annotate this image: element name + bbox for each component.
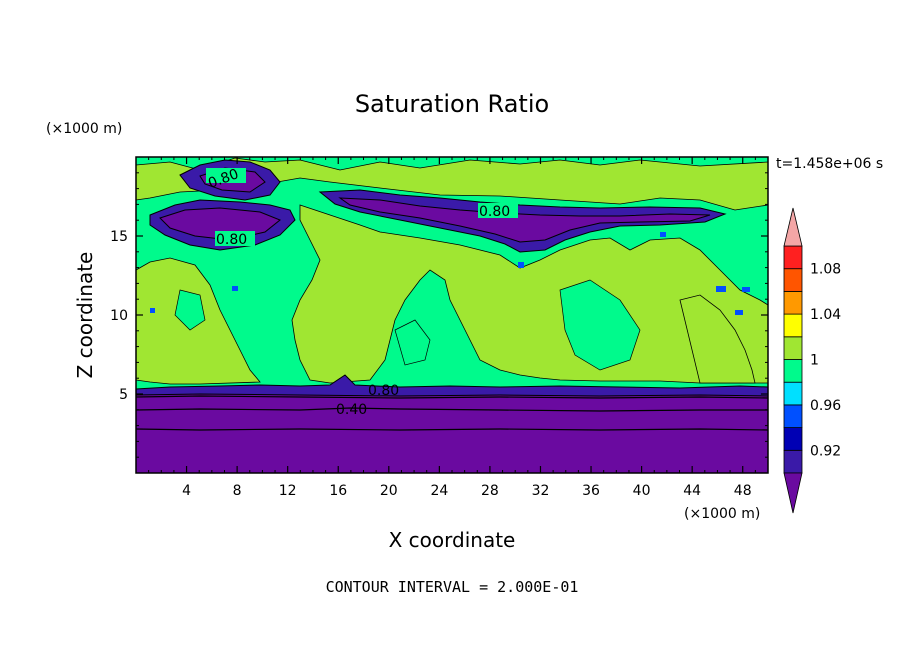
colorbar: 0.92 0.96 1 1.04 1.08 [783, 207, 841, 514]
x-tick-label: 48 [734, 483, 752, 499]
blue-flecks [150, 232, 750, 315]
field-area: 0.80 0.80 0.80 0.80 0.40 [136, 157, 768, 473]
x-tick-label: 12 [279, 483, 297, 499]
colorbar-segment [783, 290, 803, 315]
x-axis: 4 8 12 16 20 24 28 32 36 40 44 48 [148, 157, 756, 499]
x-tick-label: 16 [329, 483, 347, 499]
chart-title: Saturation Ratio [355, 90, 549, 118]
x-axis-title: X coordinate [389, 528, 516, 552]
colorbar-segment [783, 449, 803, 474]
contour-label-4: 0.80 [368, 383, 399, 399]
y-tick-label: 5 [119, 387, 128, 403]
y-unit-label: (×1000 m) [46, 121, 122, 137]
upper-dry-layer-left [149, 159, 296, 251]
colorbar-segment [783, 313, 803, 338]
colorbar-segment [783, 359, 803, 383]
x-tick-label: 20 [380, 483, 398, 499]
colorbar-tick-label: 1.08 [810, 262, 841, 278]
contour-label-5: 0.40 [336, 402, 367, 418]
colorbar-segment [783, 427, 803, 451]
contour-label-2: 0.80 [216, 232, 247, 248]
yellow-green-regions [136, 157, 768, 385]
lower-dry-layer [136, 374, 768, 473]
contour-label-boxes [206, 168, 518, 246]
colorbar-tick-label: 1 [810, 353, 819, 369]
colorbar-under-triangle [783, 472, 803, 514]
colorbar-tick-label: 0.96 [810, 398, 841, 414]
colorbar-tick-label: 0.92 [810, 443, 841, 459]
x-tick-label: 36 [582, 483, 600, 499]
x-tick-label: 8 [233, 483, 242, 499]
x-tick-label: 24 [430, 483, 448, 499]
green-pockets [174, 279, 641, 371]
contour-interval-footer: CONTOUR INTERVAL = 2.000E-01 [326, 578, 579, 596]
x-tick-label: 32 [532, 483, 550, 499]
colorbar-segment [783, 336, 803, 360]
contour-label-1: 0.80 [479, 204, 510, 220]
x-tick-label: 4 [182, 483, 191, 499]
colorbar-tick-label: 1.04 [810, 307, 841, 323]
colorbar-segment [783, 381, 803, 406]
y-tick-label: 10 [110, 308, 128, 324]
x-tick-label: 28 [481, 483, 499, 499]
y-tick-label: 15 [110, 229, 128, 245]
x-tick-label: 44 [683, 483, 701, 499]
y-axis-title: Z coordinate [73, 252, 97, 379]
x-tick-label: 40 [633, 483, 651, 499]
colorbar-segment [783, 268, 803, 292]
contour-lines-lower [136, 395, 768, 431]
x-unit-label: (×1000 m) [684, 506, 760, 522]
time-label: t=1.458e+06 s [776, 156, 883, 172]
colorbar-segment [783, 404, 803, 428]
colorbar-segment [783, 245, 803, 270]
colorbar-over-triangle [783, 207, 803, 247]
y-axis: 5 10 15 [110, 172, 768, 458]
